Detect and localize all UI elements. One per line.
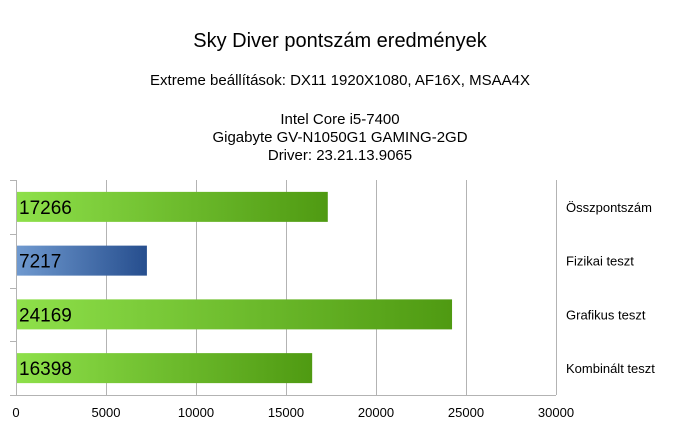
x-tick-label-3: 15000 [268, 405, 304, 420]
data-label-2: 24169 [19, 305, 72, 326]
data-label-1: 7217 [19, 252, 61, 273]
data-label-0: 17266 [19, 198, 72, 219]
subtitle-driver: Driver: 23.21.13.9065 [267, 147, 413, 164]
data-label-3: 16398 [19, 359, 72, 380]
subtitle-settings: Extreme beállítások: DX11 1920X1080, AF1… [150, 72, 530, 89]
x-axis: 0 5000 10000 15000 20000 25000 30000 [12, 395, 574, 420]
bar-3 [17, 353, 313, 384]
chart-title: Sky Diver pontszám eredmények [193, 30, 487, 52]
x-tick-label-2: 10000 [178, 405, 214, 420]
bar-2 [17, 299, 453, 330]
bar-1 [17, 245, 147, 276]
bars: 17266 7217 24169 16398 [17, 191, 453, 384]
x-tick-label-0: 0 [12, 405, 19, 420]
bar-0 [17, 191, 328, 222]
category-labels: Összpontszám Fizikai teszt Grafikus teszt K… [566, 200, 655, 376]
category-label-1: Fizikai teszt [566, 254, 634, 269]
x-tick-label-5: 25000 [448, 405, 484, 420]
category-label-2: Grafikus teszt [566, 307, 646, 322]
x-tick-label-1: 5000 [92, 405, 121, 420]
subtitle-gpu: Gigabyte GV-N1050G1 GAMING-2GD [212, 129, 468, 146]
subtitle-cpu: Intel Core i5-7400 [280, 111, 400, 128]
category-label-3: Kombinált teszt [566, 361, 655, 376]
category-label-0: Összpontszám [566, 200, 652, 215]
x-tick-label-6: 30000 [538, 405, 574, 420]
x-tick-label-4: 20000 [358, 405, 394, 420]
